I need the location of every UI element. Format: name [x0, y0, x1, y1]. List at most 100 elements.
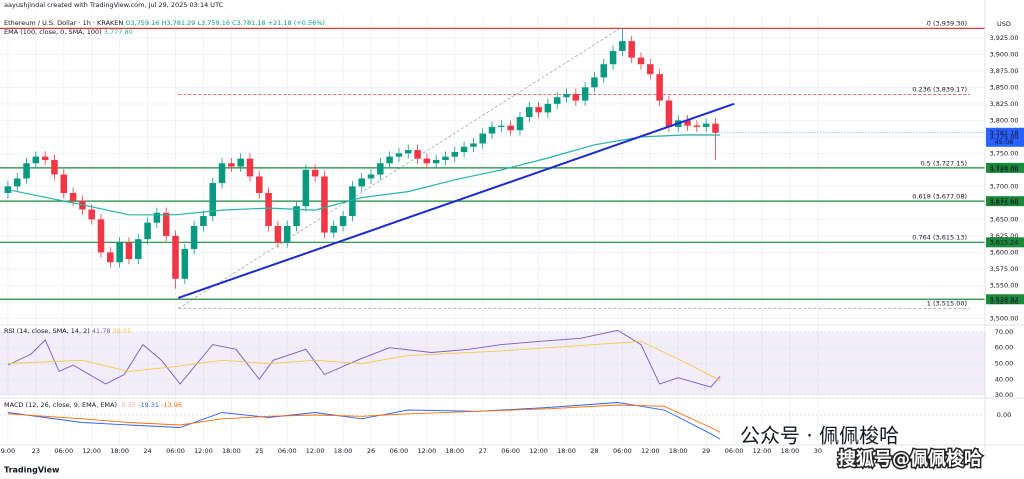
x-tick-label: 18:00 — [781, 447, 800, 455]
candle-body — [535, 107, 542, 113]
price-label: 3,728.00 — [990, 164, 1019, 172]
y-tick-label: 3,675.00 — [990, 199, 1019, 207]
countdown: 45:08 — [995, 138, 1014, 146]
candle-body — [609, 51, 617, 65]
candle-body — [330, 225, 338, 233]
x-tick-label: 18:00 — [222, 447, 241, 455]
candle-body — [172, 235, 179, 279]
candle-body — [200, 216, 207, 226]
candle-body — [339, 216, 347, 226]
ema-legend: EMA (100, close, 0, SMA, 100) 3,777.80 — [4, 28, 133, 36]
candle-body — [516, 117, 524, 131]
candle-body — [693, 125, 701, 127]
candle-body — [386, 156, 393, 164]
candle-body — [432, 159, 440, 164]
credit: aayushjindal created with TradingView.co… — [4, 1, 224, 9]
candle-body — [423, 158, 431, 164]
x-tick-label: 12:00 — [753, 447, 772, 455]
y-tick-label: 3,775.00 — [990, 133, 1019, 141]
candle-body — [526, 107, 533, 118]
legend-item: -19.31 — [138, 401, 159, 409]
x-tick-label: 06:00 — [501, 447, 520, 455]
x-tick-label: 06:00 — [390, 447, 409, 455]
legend-item: 39.05 — [113, 327, 132, 335]
candle-body — [591, 77, 598, 88]
candle-body — [107, 252, 114, 263]
candle-body — [479, 133, 486, 144]
candle-body — [553, 97, 561, 104]
y-tick-label: 30.00 — [995, 391, 1014, 399]
candle-body — [507, 125, 514, 131]
indicator-line — [7, 340, 721, 382]
candle-body — [23, 163, 30, 179]
symbol: Ethereum / U.S. Dollar · 1h · KRAKEN — [4, 19, 123, 27]
candle-body — [451, 152, 459, 157]
x-tick-label: 12:00 — [82, 447, 101, 455]
candle-body — [228, 163, 235, 167]
currency: USD — [997, 20, 1011, 28]
x-tick-label: 28 — [590, 447, 598, 455]
x-tick-label: 23 — [32, 447, 40, 455]
y-tick-label: 3,900.00 — [990, 50, 1019, 58]
indicator-line — [7, 404, 721, 433]
candle-body — [209, 183, 216, 217]
candle-body — [712, 123, 719, 133]
brand: TradingView — [4, 466, 60, 475]
close: C3,781.18 — [232, 19, 265, 27]
x-tick-label: 12:00 — [194, 447, 213, 455]
legend-item: -5.35 — [119, 401, 136, 409]
candle-body — [572, 93, 580, 101]
candle-body — [41, 156, 49, 160]
candle-body — [144, 222, 151, 240]
candle-body — [181, 249, 189, 279]
y-tick-label: 40.00 — [995, 375, 1014, 383]
candle-body — [311, 169, 319, 177]
candle-body — [498, 125, 505, 127]
y-tick-label: 3,600.00 — [990, 248, 1019, 256]
candle-body — [414, 150, 421, 159]
candle-body — [581, 87, 589, 101]
y-tick-label: 3,725.00 — [990, 166, 1019, 174]
watermark: 公众号 · 佩佩梭哈 — [740, 424, 899, 448]
main-pane: 0 (3,939.30) 0.236 (3,839.17) 0.5 (3,727.1… — [0, 19, 1024, 309]
candle-body — [544, 103, 552, 113]
candle-body — [302, 169, 310, 207]
candle-body — [404, 150, 412, 154]
y-tick-label: 3,575.00 — [990, 265, 1019, 273]
candle-body — [162, 212, 170, 236]
y-tick-label: 3,850.00 — [990, 83, 1019, 91]
x-tick-label: 06:00 — [54, 447, 73, 455]
ema-label: EMA (100, close, 0, SMA, 100) — [4, 28, 102, 36]
candle-body — [153, 212, 161, 223]
fib-level-label: 0 (3,939.30) — [927, 19, 967, 27]
candle-body — [656, 74, 663, 101]
x-tick-label: 18:00 — [110, 447, 129, 455]
candle-body — [237, 158, 244, 167]
legend-item: RSI (14, close, SMA, 14, 2) — [4, 327, 90, 335]
candle-body — [69, 192, 77, 201]
high: H3,781.29 — [161, 19, 195, 27]
open: O3,759.16 — [125, 19, 159, 27]
y-tick-label: 60.00 — [995, 344, 1014, 352]
x-tick-label: 12:00 — [529, 447, 548, 455]
y-tick-label: 3,825.00 — [990, 100, 1019, 108]
candle-body — [628, 41, 635, 58]
x-tick-label: 29 — [702, 447, 710, 455]
x-tick-label: 06:00 — [278, 447, 297, 455]
candle-body — [702, 123, 710, 127]
fib-level-label: 1 (3,515.00) — [927, 299, 967, 307]
y-tick-label: 3,500.00 — [990, 314, 1019, 322]
candle-body — [665, 100, 673, 127]
candle-body — [116, 242, 123, 263]
candle-body — [442, 156, 449, 160]
y-tick-label: 3,800.00 — [990, 116, 1019, 124]
price-label-box — [986, 237, 1024, 248]
ema-value: 3,777.80 — [104, 28, 133, 36]
candle-body — [600, 64, 608, 78]
y-tick-label: 3,875.00 — [990, 67, 1019, 75]
symbol-line: Ethereum / U.S. Dollar · 1h · KRAKEN O3,… — [4, 19, 325, 27]
ema-line — [7, 134, 721, 216]
candle-body — [246, 158, 254, 177]
y-tick-label: 0.00 — [997, 411, 1011, 419]
low: L3,759.16 — [197, 19, 230, 27]
